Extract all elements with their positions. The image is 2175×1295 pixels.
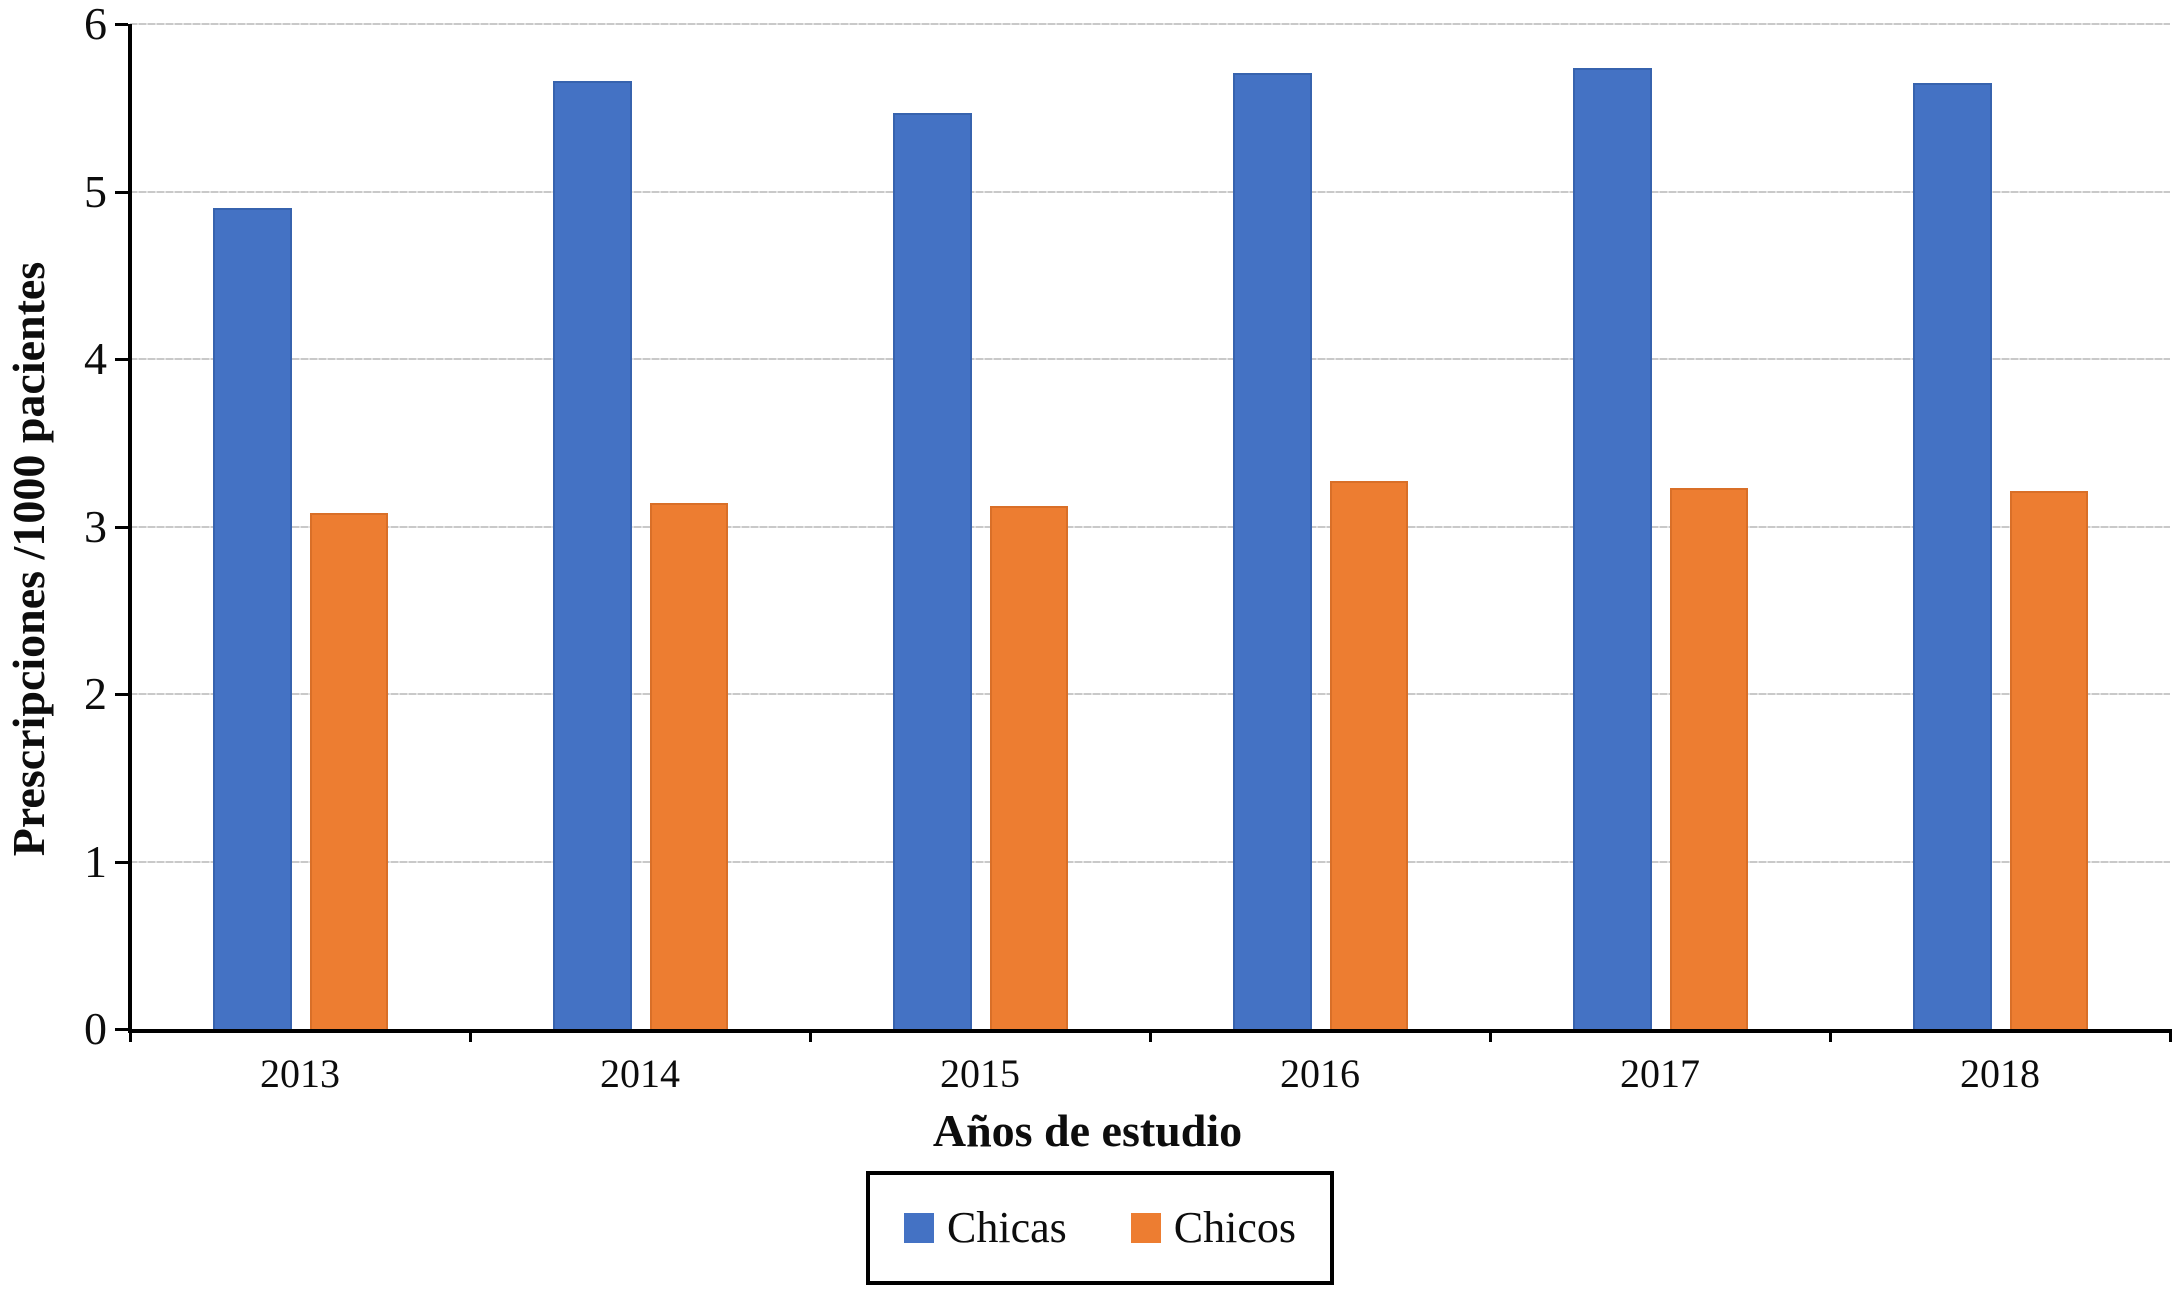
- y-tick-mark-3: [115, 525, 128, 529]
- x-tick-mark-1: [469, 1031, 472, 1042]
- legend-item-chicas: Chicas: [904, 1206, 1067, 1250]
- bar-chicas-2015: [893, 112, 972, 1029]
- y-tick-label-1: 1: [84, 835, 107, 887]
- gridline-y6: [130, 23, 2170, 25]
- y-tick-mark-6: [115, 23, 128, 26]
- legend: Chicas Chicos: [866, 1171, 1334, 1285]
- gridline-y2: [130, 693, 2170, 695]
- y-tick-mark-4: [115, 358, 128, 361]
- y-axis-line: [128, 24, 132, 1033]
- bar-chicas-2018: [1913, 82, 1992, 1029]
- y-tick-mark-5: [115, 190, 128, 194]
- y-tick-label-5: 5: [84, 165, 107, 217]
- x-axis-title: Años de estudio: [932, 1105, 1243, 1156]
- x-category-label-2018: 2018: [1960, 1051, 2040, 1096]
- x-tick-mark-4: [1489, 1031, 1492, 1042]
- x-tick-mark-6: [2169, 1031, 2172, 1042]
- bar-chicas-2014: [553, 80, 632, 1029]
- x-category-label-2017: 2017: [1620, 1051, 1700, 1096]
- bar-chicos-2014: [650, 503, 728, 1029]
- y-tick-mark-2: [115, 693, 128, 696]
- bar-chicos-2017: [1670, 487, 1748, 1029]
- y-tick-label-0: 0: [84, 1003, 107, 1054]
- y-axis-title: Prescripciones /1000 pacientes: [3, 261, 54, 857]
- legend-label-chicas: Chicas: [947, 1203, 1067, 1252]
- bar-chicos-2013: [310, 513, 388, 1029]
- y-tick-mark-1: [115, 860, 128, 864]
- x-tick-mark-0: [129, 1031, 132, 1042]
- x-category-label-2016: 2016: [1280, 1051, 1360, 1096]
- legend-swatch-chicos: [1130, 1213, 1161, 1243]
- legend-label-chicos: Chicos: [1173, 1203, 1296, 1252]
- bar-chicos-2015: [990, 506, 1068, 1029]
- y-tick-mark-0: [115, 1028, 128, 1031]
- legend-item-chicos: Chicos: [1130, 1203, 1296, 1252]
- y-tick-label-6: 6: [84, 0, 107, 49]
- gridline-y4: [130, 358, 2170, 360]
- bar-chicos-2018: [2010, 491, 2088, 1029]
- bar-chicas-2017: [1573, 67, 1652, 1029]
- y-tick-label-3: 3: [84, 500, 107, 552]
- gridline-y5: [130, 190, 2170, 193]
- gridline-y1: [130, 860, 2170, 863]
- x-category-label-2015: 2015: [940, 1051, 1020, 1096]
- x-tick-mark-3: [1149, 1031, 1152, 1042]
- gridline-y3: [130, 525, 2170, 528]
- bar-chicas-2016: [1233, 72, 1312, 1029]
- x-category-label-2013: 2013: [260, 1051, 340, 1096]
- x-category-label-2014: 2014: [600, 1051, 680, 1096]
- bar-chicos-2016: [1330, 481, 1408, 1029]
- x-tick-mark-2: [809, 1031, 812, 1042]
- legend-swatch-chicas: [904, 1213, 934, 1243]
- bar-chicas-2013: [213, 208, 292, 1029]
- y-tick-label-2: 2: [84, 668, 107, 719]
- y-tick-label-4: 4: [84, 333, 107, 384]
- x-tick-mark-5: [1829, 1031, 1832, 1042]
